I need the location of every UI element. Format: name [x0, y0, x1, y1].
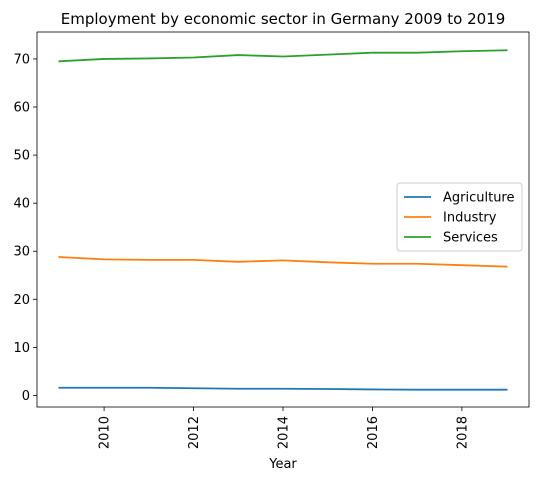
- axes-layer: 0 10 20 30 40 50 60 70 2010 2012 2014 2016 2018: [13, 52, 470, 449]
- y-tick-label: 30: [13, 245, 30, 260]
- y-tick-label: 20: [13, 293, 30, 308]
- x-tick-label: 2010: [98, 416, 113, 449]
- legend-frame: [396, 182, 523, 252]
- y-tick-label: 70: [13, 52, 30, 67]
- x-tick-label: 2012: [187, 416, 202, 449]
- x-tick-label: 2016: [366, 416, 381, 449]
- series-line-industry: [58, 256, 508, 268]
- legend-label-agriculture: Agriculture: [443, 191, 515, 206]
- chart-title: Employment by economic sector in Germany…: [61, 10, 506, 28]
- legend-label-services: Services: [443, 231, 498, 246]
- series-layer: [58, 49, 508, 391]
- y-tick-label: 0: [22, 389, 30, 404]
- x-tick-label: 2014: [277, 416, 292, 449]
- legend: Agriculture Industry Services: [396, 182, 523, 252]
- series-line-services: [58, 49, 508, 63]
- legend-label-industry: Industry: [443, 211, 497, 226]
- y-tick-label: 40: [13, 197, 30, 212]
- y-tick-label: 10: [13, 341, 30, 356]
- y-tick-label: 60: [13, 101, 30, 116]
- series-line-agriculture: [58, 386, 508, 391]
- x-axis-title: Year: [268, 457, 297, 472]
- x-tick-label: 2018: [455, 416, 470, 449]
- y-tick-label: 50: [13, 149, 30, 164]
